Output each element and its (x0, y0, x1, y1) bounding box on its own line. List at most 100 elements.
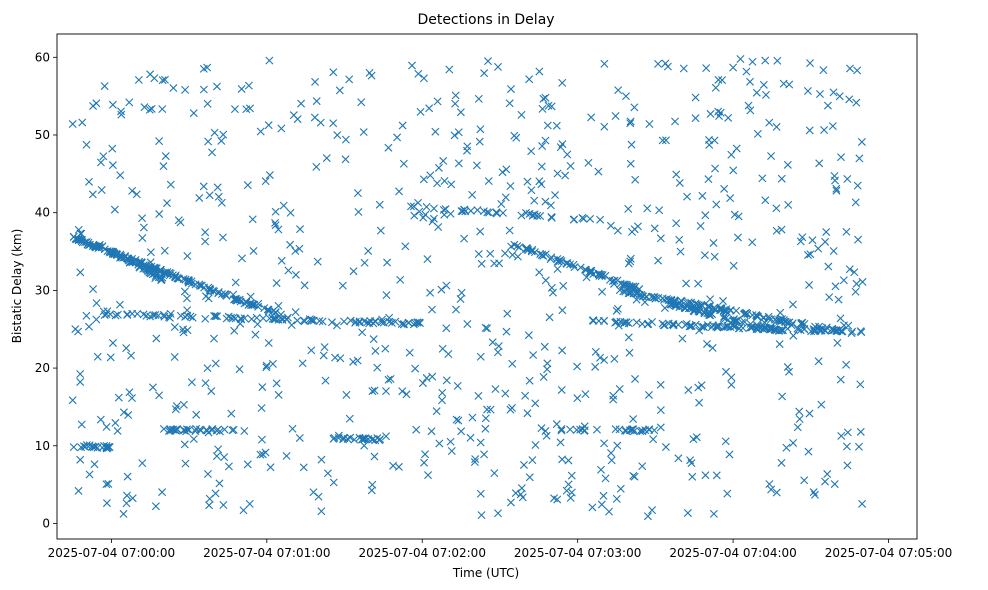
data-point (433, 179, 442, 188)
data-point (731, 322, 740, 331)
data-point (729, 261, 738, 270)
data-point (815, 159, 824, 168)
data-point (809, 488, 818, 497)
data-point (68, 396, 77, 405)
data-point (103, 307, 112, 316)
data-point (407, 202, 415, 211)
data-point (541, 276, 550, 285)
data-point (513, 252, 522, 261)
data-point (123, 491, 131, 500)
data-point (505, 226, 514, 235)
data-point (679, 302, 688, 311)
data-point (541, 93, 550, 102)
data-point (649, 293, 658, 302)
data-point (833, 338, 842, 347)
data-point (426, 288, 435, 297)
data-point (765, 118, 774, 127)
data-point (468, 190, 477, 199)
y-axis-label: Bistatic Delay (km) (10, 229, 24, 344)
data-point (748, 238, 757, 247)
data-point (697, 381, 706, 390)
data-point (170, 323, 179, 332)
data-point (214, 192, 223, 201)
data-point (179, 328, 188, 337)
data-point (476, 489, 485, 498)
x-axis-label: Time (UTC) (452, 566, 519, 580)
data-point (151, 271, 160, 280)
data-point (203, 99, 212, 108)
data-point (230, 326, 239, 335)
data-point (563, 259, 572, 268)
data-point (619, 287, 628, 296)
data-point (505, 99, 514, 108)
data-point (542, 431, 551, 440)
data-point (262, 363, 271, 372)
data-point (442, 281, 451, 290)
data-point (795, 407, 804, 416)
data-point (613, 441, 622, 450)
data-point (498, 168, 507, 177)
data-points (68, 55, 867, 521)
data-point (694, 279, 703, 288)
data-point (268, 359, 277, 368)
data-point (115, 300, 124, 309)
data-point (364, 246, 373, 255)
data-point (224, 462, 233, 471)
data-point (722, 305, 731, 314)
data-point (117, 110, 126, 119)
data-point (229, 290, 238, 299)
data-point (346, 316, 355, 325)
data-point (793, 324, 802, 333)
data-point (834, 295, 843, 304)
data-point (286, 208, 295, 217)
data-point (384, 375, 393, 384)
data-point (353, 189, 362, 198)
data-point (701, 471, 710, 480)
data-point (538, 142, 547, 151)
data-point (674, 454, 683, 463)
data-point (810, 490, 819, 499)
data-point (164, 313, 173, 322)
data-point (256, 450, 265, 459)
data-point (547, 213, 556, 222)
data-point (632, 295, 641, 304)
data-point (389, 461, 398, 470)
data-point (631, 375, 640, 384)
data-point (720, 312, 729, 321)
data-point (647, 292, 656, 301)
data-point (201, 237, 210, 246)
data-point (311, 77, 320, 86)
data-point (759, 313, 768, 322)
data-point (629, 415, 638, 424)
data-point (643, 320, 652, 329)
data-point (726, 194, 735, 203)
data-point (845, 265, 854, 274)
data-point (703, 339, 711, 348)
data-point (793, 423, 802, 432)
data-point (854, 235, 863, 244)
data-point (309, 488, 318, 497)
data-point (821, 237, 830, 246)
data-point (125, 98, 134, 107)
data-point (321, 376, 330, 385)
data-point (675, 178, 684, 187)
data-point (573, 394, 582, 403)
data-point (284, 266, 293, 275)
data-point (76, 229, 85, 238)
data-point (119, 509, 128, 518)
data-point (825, 293, 834, 302)
data-point (180, 440, 189, 449)
data-point (124, 411, 133, 420)
data-point (210, 334, 218, 343)
data-point (425, 104, 434, 113)
data-point (277, 124, 286, 133)
data-point (291, 270, 300, 279)
data-point (434, 223, 443, 232)
data-point (732, 317, 741, 326)
data-point (564, 456, 573, 465)
data-point (382, 387, 390, 396)
data-point (213, 183, 222, 192)
data-point (208, 148, 217, 157)
data-point (693, 300, 702, 309)
